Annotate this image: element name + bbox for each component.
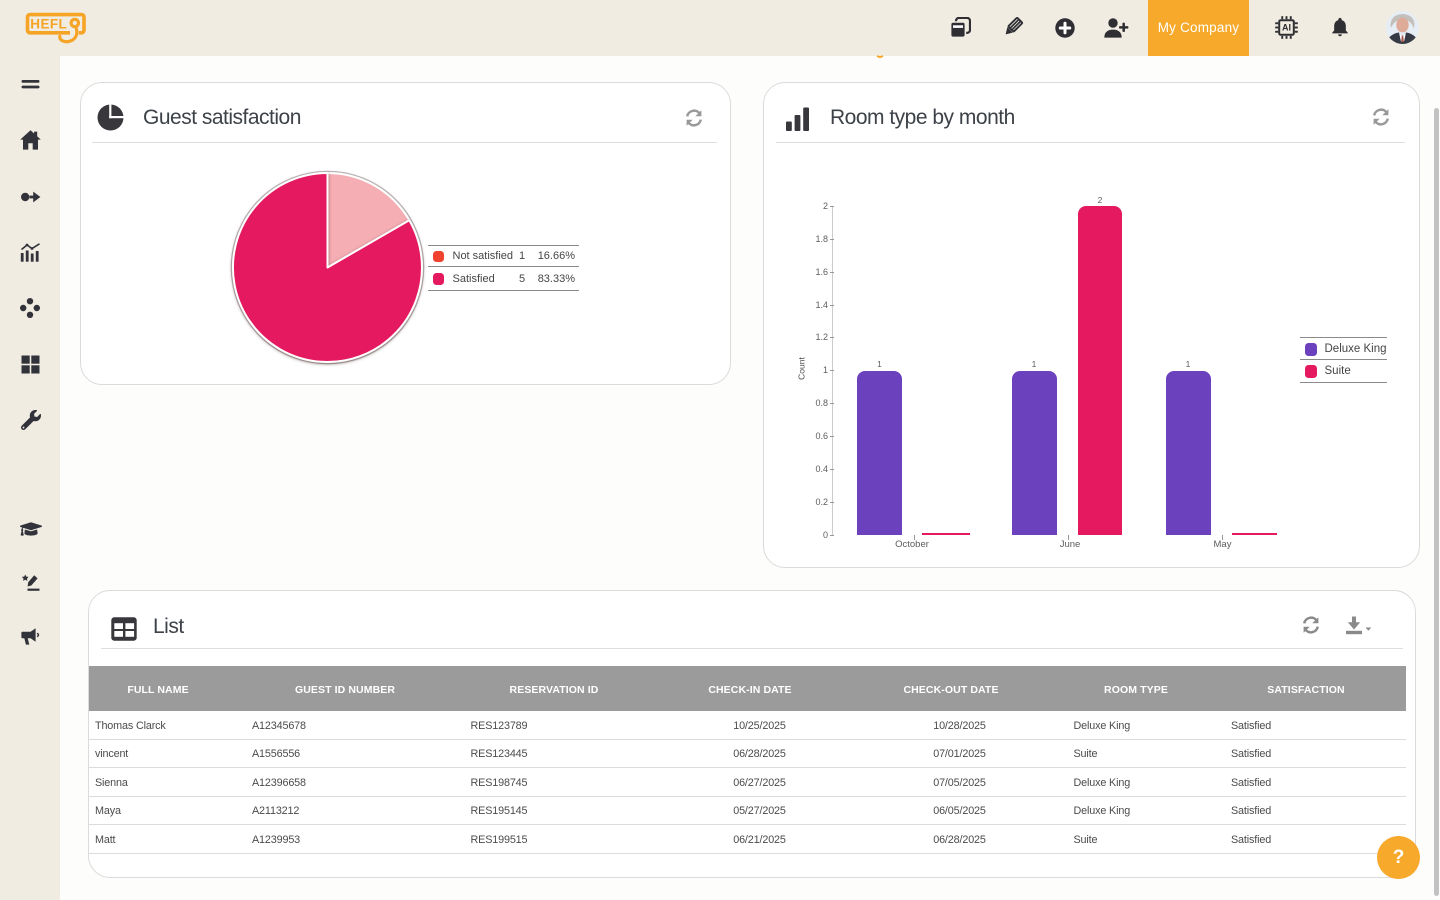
- svg-text:AI: AI: [1282, 22, 1291, 32]
- svg-text:HEFL: HEFL: [30, 17, 67, 32]
